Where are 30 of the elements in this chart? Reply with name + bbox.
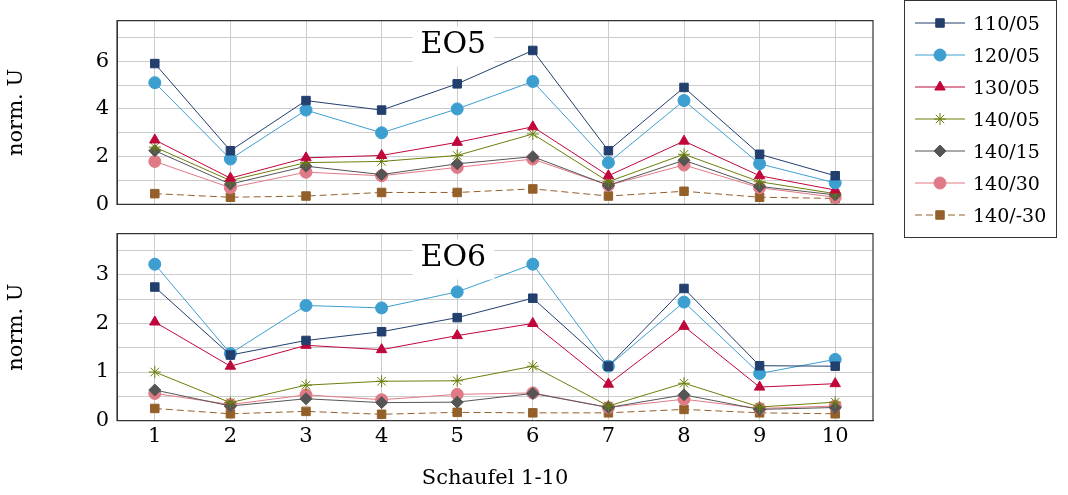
legend-label: 110/05 [973,12,1040,34]
chart-title: EO5 [420,25,487,61]
x-tick-label: 6 [526,422,540,447]
y-tick-label: 0 [95,407,109,432]
y-tick-label: 2 [95,143,109,168]
legend-label: 120/05 [973,44,1040,66]
chart-title: EO6 [420,238,487,274]
legend-label: 140/30 [973,172,1040,194]
y-axis-title: norm. U [3,68,28,157]
x-tick-label: 9 [752,422,767,447]
y-tick-label: 1 [95,358,109,383]
x-tick-label: 3 [299,422,313,447]
x-tick-label: 7 [601,422,616,447]
x-axis-title: Schaufel 1-10 [421,464,569,489]
y-axis-title: norm. U [3,283,28,371]
x-tick-label: 8 [677,422,691,447]
legend-label: 140/05 [973,108,1040,130]
legend-label: 130/05 [973,76,1040,98]
x-tick-label: 2 [223,422,238,447]
legend-label: 140/15 [973,140,1040,162]
x-tick-label: 10 [821,422,849,447]
x-tick-label: 5 [450,422,464,447]
y-tick-label: 2 [95,309,109,334]
legend-label: 140/-30 [973,204,1047,226]
x-tick-label: 4 [374,422,389,447]
y-tick-label: 6 [95,47,109,72]
x-tick-label: 1 [148,422,162,447]
y-tick-label: 3 [95,261,109,286]
y-tick-label: 4 [95,95,109,120]
y-tick-label: 0 [95,190,109,215]
